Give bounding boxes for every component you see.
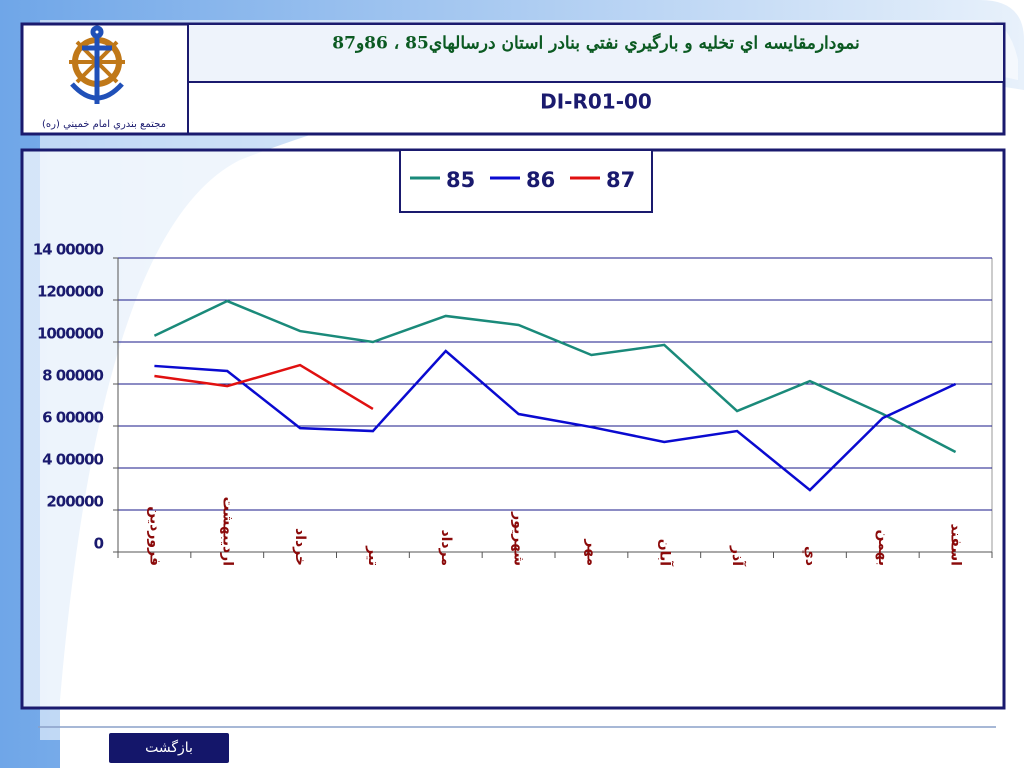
series-line	[154, 363, 374, 411]
legend-label: 87	[606, 168, 635, 192]
x-tick-label: بهمن	[875, 530, 891, 566]
y-tick-label: 4 00000	[42, 451, 103, 469]
series-line	[154, 349, 957, 492]
back-button-label[interactable]: بازگشت	[145, 739, 193, 756]
x-tick-label: آبان	[656, 539, 674, 567]
x-tick-label: شهريور	[511, 511, 527, 566]
y-tick-label: 0	[94, 535, 104, 553]
x-tick-label: مرداد	[438, 529, 454, 566]
x-tick-label: تير	[365, 545, 381, 566]
series-line	[153, 299, 957, 454]
x-tick-label: خرداد	[292, 528, 308, 566]
x-tick-label: دي	[801, 546, 818, 566]
header-title: نمودارمقايسه اي تخليه و بارگيري نفتي بنا…	[332, 33, 859, 54]
document-code: DI-R01-00	[540, 90, 652, 114]
logo-caption: مجتمع بندري امام خميني (ره)	[42, 119, 166, 130]
x-tick-label: آذر	[729, 545, 747, 567]
x-tick-label: مهر	[583, 538, 599, 566]
y-tick-label: 14 00000	[33, 241, 104, 259]
x-tick-label: ارديبهشت	[219, 497, 235, 566]
chart: 0 200000 4 00000 6 00000 8 00000 1000000 12000…	[33, 149, 993, 567]
y-tick-label: 8 00000	[42, 367, 103, 385]
y-tick-label: 1000000	[37, 325, 104, 343]
legend-box	[399, 149, 653, 213]
y-tick-label: 6 00000	[42, 409, 103, 427]
chart-frame	[20, 148, 1006, 710]
back-button[interactable]	[109, 733, 229, 763]
x-tick-label: فروردين	[146, 506, 162, 566]
logo	[69, 25, 125, 104]
y-tick-label: 200000	[46, 493, 103, 511]
legend-label: 86	[526, 168, 555, 192]
title-cell	[188, 25, 1003, 82]
legend-label: 85	[446, 168, 475, 192]
y-tick-label: 1200000	[37, 283, 104, 301]
x-tick-label: اسفند	[948, 524, 964, 566]
